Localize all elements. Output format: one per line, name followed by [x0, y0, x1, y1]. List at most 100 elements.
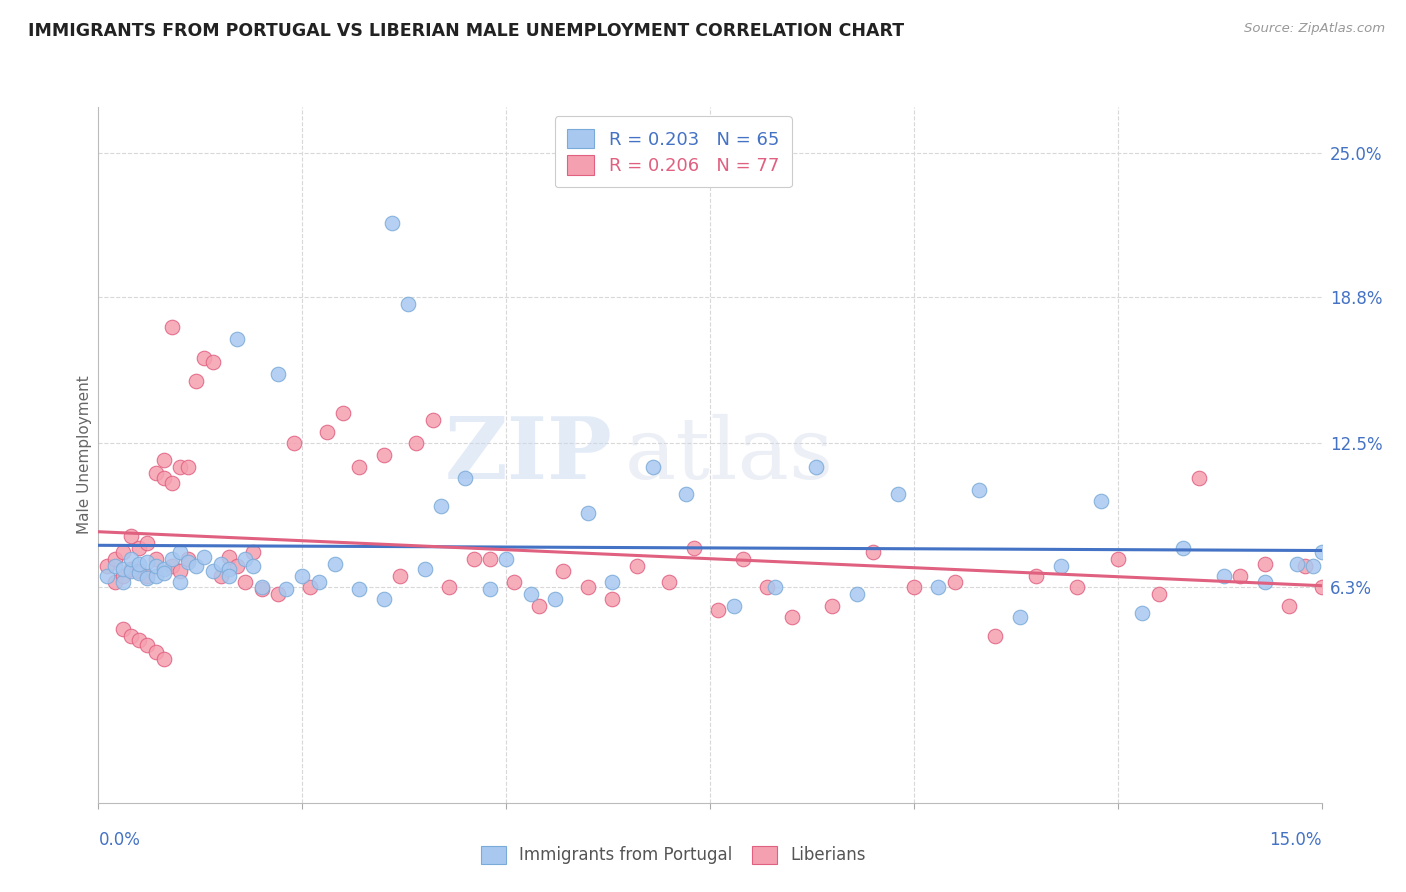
Point [707, 603, 730, 617]
Point [576, 506, 599, 520]
Point [763, 580, 786, 594]
Point [600, 575, 623, 590]
Point [299, 580, 322, 594]
Point [128, 633, 150, 648]
Point [658, 575, 681, 590]
Point [1008, 610, 1031, 624]
Point [405, 436, 427, 450]
Point [381, 216, 404, 230]
Point [1253, 575, 1275, 590]
Point [1171, 541, 1194, 555]
Point [177, 555, 200, 569]
Point [145, 568, 167, 582]
Point [1278, 599, 1301, 613]
Point [1147, 587, 1170, 601]
Point [242, 559, 264, 574]
Point [111, 575, 134, 590]
Point [1130, 606, 1153, 620]
Point [145, 467, 167, 481]
Text: IMMIGRANTS FROM PORTUGAL VS LIBERIAN MALE UNEMPLOYMENT CORRELATION CHART: IMMIGRANTS FROM PORTUGAL VS LIBERIAN MAL… [28, 22, 904, 40]
Point [233, 575, 256, 590]
Point [152, 471, 174, 485]
Point [389, 568, 412, 582]
Point [169, 564, 191, 578]
Point [169, 575, 191, 590]
Point [193, 549, 215, 564]
Point [731, 552, 754, 566]
Point [519, 587, 541, 601]
Point [136, 571, 159, 585]
Point [315, 425, 337, 439]
Point [186, 559, 208, 574]
Point [845, 587, 868, 601]
Text: 0.0%: 0.0% [98, 830, 141, 848]
Point [675, 487, 697, 501]
Point [308, 575, 330, 590]
Point [111, 568, 134, 582]
Point [373, 591, 395, 606]
Point [128, 557, 150, 571]
Point [160, 475, 183, 490]
Point [1188, 471, 1211, 485]
Legend: Immigrants from Portugal, Liberians: Immigrants from Portugal, Liberians [474, 839, 873, 871]
Point [454, 471, 477, 485]
Point [145, 559, 167, 574]
Point [1049, 559, 1071, 574]
Point [1310, 580, 1333, 594]
Point [145, 552, 167, 566]
Point [1090, 494, 1112, 508]
Point [96, 559, 118, 574]
Point [104, 559, 127, 574]
Point [104, 552, 127, 566]
Point [186, 374, 208, 388]
Point [120, 629, 142, 643]
Point [780, 610, 803, 624]
Point [242, 545, 264, 559]
Point [527, 599, 550, 613]
Point [413, 561, 436, 575]
Point [1107, 552, 1129, 566]
Point [544, 591, 567, 606]
Point [177, 552, 200, 566]
Point [201, 355, 224, 369]
Point [160, 320, 183, 334]
Point [136, 638, 159, 652]
Point [437, 580, 460, 594]
Point [128, 541, 150, 555]
Point [1229, 568, 1251, 582]
Point [160, 559, 183, 574]
Point [478, 582, 501, 597]
Point [145, 645, 167, 659]
Point [128, 566, 150, 581]
Point [1253, 557, 1275, 571]
Point [136, 568, 159, 582]
Point [250, 582, 273, 597]
Point [682, 541, 704, 555]
Point [600, 591, 623, 606]
Point [886, 487, 908, 501]
Point [152, 452, 174, 467]
Point [160, 552, 183, 566]
Point [120, 552, 142, 566]
Point [193, 351, 215, 365]
Point [349, 459, 371, 474]
Point [503, 575, 526, 590]
Point [120, 564, 142, 578]
Point [120, 529, 142, 543]
Point [136, 536, 159, 550]
Point [218, 549, 240, 564]
Point [1066, 580, 1088, 594]
Point [120, 561, 142, 575]
Point [209, 557, 232, 571]
Point [804, 459, 827, 474]
Point [1294, 559, 1316, 574]
Point [274, 582, 297, 597]
Point [169, 545, 191, 559]
Point [927, 580, 949, 594]
Point [1302, 559, 1324, 574]
Point [283, 436, 305, 450]
Point [169, 459, 191, 474]
Point [862, 545, 884, 559]
Point [267, 367, 290, 381]
Point [111, 622, 134, 636]
